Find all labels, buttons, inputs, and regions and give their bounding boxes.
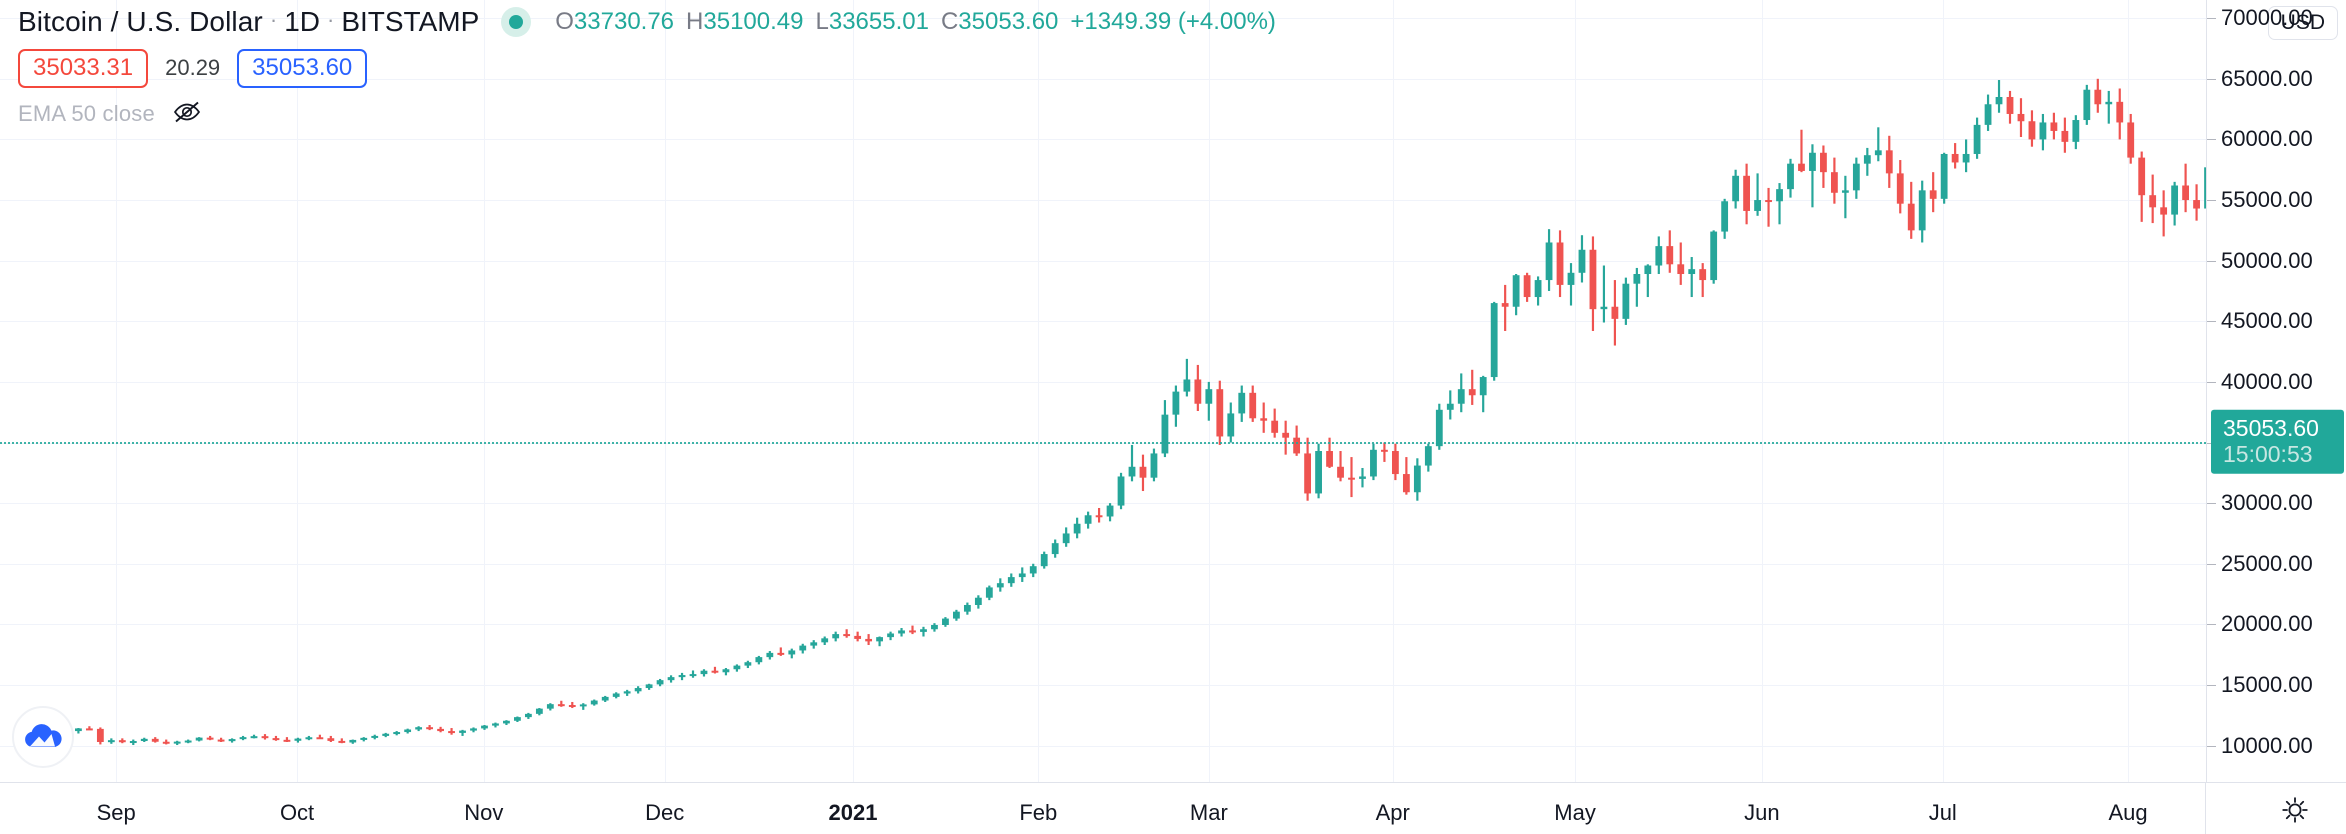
time-tick-label: May xyxy=(1554,800,1596,825)
price-tick-label: 20000.00 xyxy=(2221,611,2313,637)
time-axis[interactable]: Sep Oct Nov Dec 2021 Feb Mar Apr May Jun Jul Aug xyxy=(0,782,2346,834)
title-separator-1: · xyxy=(269,7,278,32)
interval-label[interactable]: 1D xyxy=(284,6,320,37)
indicator-legend-row[interactable]: EMA 50 close xyxy=(18,99,1276,129)
legend-title-row: Bitcoin / U.S. Dollar · 1D · BITSTAMP O3… xyxy=(18,4,1276,40)
price-tick-dash xyxy=(2207,78,2216,80)
price-tick-label: 10000.00 xyxy=(2221,732,2313,758)
currency-badge[interactable]: USD xyxy=(2267,6,2338,40)
time-tick-label: Apr xyxy=(1375,800,1410,825)
time-tick-label: Oct xyxy=(279,800,315,825)
close-label: C xyxy=(940,8,959,35)
gridline-vertical xyxy=(1942,0,1944,782)
current-price-badge[interactable]: 35053.60 15:00:53 xyxy=(2211,409,2344,475)
gridline-vertical xyxy=(1575,0,1577,782)
ohlc-values: O33730.76 H35100.49 L33655.01 C35053.60 +134… xyxy=(555,8,1276,36)
price-tick-dash xyxy=(2207,503,2216,505)
title-separator-2: · xyxy=(326,7,335,32)
chart-pane[interactable] xyxy=(0,0,2206,782)
price-tick-dash xyxy=(2207,321,2216,323)
price-tick-label: 55000.00 xyxy=(2221,187,2313,213)
price-tick-dash xyxy=(2207,685,2216,686)
gridline-horizontal xyxy=(0,321,2206,323)
price-tick-label: 60000.00 xyxy=(2221,126,2313,152)
gridline-horizontal xyxy=(0,745,2206,747)
price-tick-label: 70000.00 xyxy=(2221,5,2313,31)
price-tick-dash xyxy=(2207,624,2216,626)
price-tick-dash xyxy=(2207,563,2216,565)
close-value: 35053.60 xyxy=(958,8,1059,35)
high-label: H xyxy=(686,8,704,35)
chart-legend: Bitcoin / U.S. Dollar · 1D · BITSTAMP O3… xyxy=(18,4,1276,129)
gridline-vertical xyxy=(1761,0,1763,782)
gridline-horizontal xyxy=(0,139,2206,141)
time-tick-label: Nov xyxy=(464,800,504,825)
gridline-horizontal xyxy=(0,260,2206,262)
gridline-horizontal xyxy=(0,624,2206,626)
spread-value: 20.29 xyxy=(165,55,221,80)
price-tick-dash xyxy=(2207,200,2216,202)
gridline-horizontal xyxy=(0,18,2206,20)
gridline-vertical xyxy=(664,0,666,782)
current-price-value: 35053.60 xyxy=(2223,414,2319,441)
time-tick-label: Feb xyxy=(1019,800,1058,825)
candlestick-series[interactable] xyxy=(0,0,2206,782)
legend-quote-row: 35033.31 20.29 35053.60 xyxy=(18,48,1276,88)
price-tick-label: 50000.00 xyxy=(2221,247,2313,273)
sell-price-badge[interactable]: 35033.31 xyxy=(18,48,149,88)
time-tick-label: Mar xyxy=(1189,800,1228,825)
current-time-value: 15:00:53 xyxy=(2223,440,2313,467)
change-value: +1349.39 xyxy=(1070,8,1172,35)
price-tick-label: 40000.00 xyxy=(2221,368,2313,394)
price-tick-label: 15000.00 xyxy=(2221,672,2313,697)
price-tick-dash xyxy=(2207,139,2216,141)
gridline-vertical xyxy=(297,0,299,782)
gridline-vertical xyxy=(2128,0,2130,782)
exchange-label[interactable]: BITSTAMP xyxy=(341,6,480,37)
gridline-horizontal xyxy=(0,78,2206,80)
gridline-vertical xyxy=(1038,0,1040,782)
ema-indicator-label[interactable]: EMA 50 close xyxy=(18,101,155,126)
gridline-horizontal xyxy=(0,381,2206,383)
change-percent: (+4.00%) xyxy=(1177,8,1276,35)
gear-icon[interactable] xyxy=(2280,795,2310,830)
time-tick-label: Jun xyxy=(1744,800,1780,825)
symbol-title[interactable]: Bitcoin / U.S. Dollar xyxy=(18,6,263,37)
tradingview-cloud-logo-icon[interactable] xyxy=(12,706,74,768)
low-label: L xyxy=(815,8,829,35)
current-price-line xyxy=(0,441,2206,444)
gridline-horizontal xyxy=(0,503,2206,505)
price-tick-label: 25000.00 xyxy=(2221,550,2313,576)
price-tick-dash xyxy=(2207,745,2216,747)
gridline-horizontal xyxy=(0,685,2206,686)
buy-price-badge[interactable]: 35053.60 xyxy=(237,48,368,88)
gridline-horizontal xyxy=(0,200,2206,202)
open-label: O xyxy=(555,8,574,35)
price-axis[interactable]: USD 70000.00 65000.00 60000.00 55000.00 5000… xyxy=(2206,0,2346,782)
price-tick-dash xyxy=(2207,381,2216,383)
low-value: 33655.01 xyxy=(828,8,929,35)
price-tick-dash xyxy=(2207,260,2216,262)
gridline-vertical xyxy=(483,0,485,782)
time-tick-label: Jul xyxy=(1928,800,1957,825)
time-tick-label: 2021 xyxy=(828,800,878,825)
price-tick-label: 65000.00 xyxy=(2221,65,2313,91)
time-tick-label: Sep xyxy=(96,800,136,825)
high-value: 35100.49 xyxy=(703,8,804,35)
price-tick-label: 45000.00 xyxy=(2221,308,2313,334)
open-value: 33730.76 xyxy=(573,8,675,35)
price-tick-label: 30000.00 xyxy=(2221,490,2313,516)
gridline-horizontal xyxy=(0,563,2206,565)
gridline-vertical xyxy=(1392,0,1394,782)
gridline-vertical xyxy=(852,0,854,782)
axis-separator xyxy=(2205,783,2206,834)
time-tick-label: Dec xyxy=(645,800,685,825)
price-tick-dash xyxy=(2207,18,2216,20)
time-tick-label: Aug xyxy=(2108,800,2148,825)
gridline-vertical xyxy=(116,0,118,782)
eye-off-icon[interactable] xyxy=(172,100,202,129)
market-open-dot-icon[interactable] xyxy=(501,7,532,37)
